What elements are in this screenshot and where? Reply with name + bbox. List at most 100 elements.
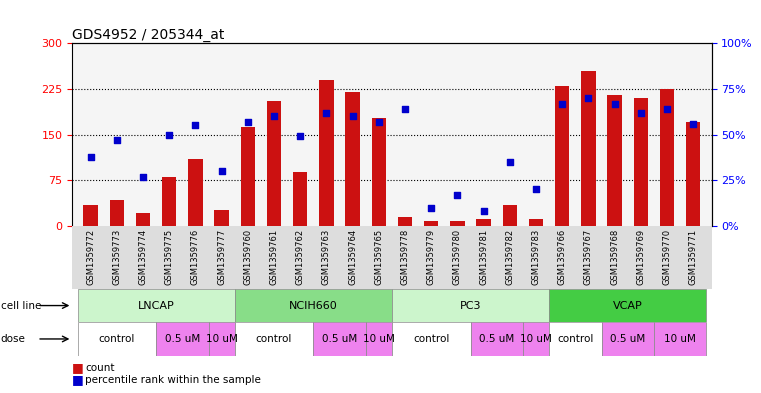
Bar	[209, 322, 234, 356]
Bar	[555, 86, 569, 226]
Point	[295, 133, 307, 140]
Text: GSM1359768: GSM1359768	[610, 229, 619, 285]
Text: cell line: cell line	[1, 301, 41, 310]
Text: ■: ■	[72, 373, 84, 386]
Point	[268, 113, 280, 119]
Bar	[371, 118, 386, 226]
Bar	[84, 205, 98, 226]
Text: GSM1359774: GSM1359774	[139, 229, 148, 285]
Bar	[392, 289, 549, 322]
Point	[687, 121, 699, 127]
Bar	[660, 89, 674, 226]
Bar	[686, 122, 700, 226]
Bar	[366, 322, 392, 356]
Bar	[654, 322, 706, 356]
Text: percentile rank within the sample: percentile rank within the sample	[85, 375, 261, 385]
Bar	[345, 92, 360, 226]
Bar	[549, 322, 601, 356]
Bar	[601, 322, 654, 356]
Text: 0.5 uM: 0.5 uM	[479, 334, 514, 344]
Point	[661, 106, 673, 112]
Text: control: control	[99, 334, 135, 344]
Bar	[234, 322, 314, 356]
Point	[111, 137, 123, 143]
Bar	[607, 95, 622, 226]
Bar	[451, 221, 465, 226]
Bar	[234, 289, 392, 322]
Point	[556, 100, 568, 107]
Text: GSM1359763: GSM1359763	[322, 229, 331, 285]
Bar	[240, 127, 255, 226]
Bar	[78, 289, 234, 322]
Bar	[267, 101, 282, 226]
Text: GSM1359772: GSM1359772	[86, 229, 95, 285]
Text: 0.5 uM: 0.5 uM	[164, 334, 200, 344]
Text: NCIH660: NCIH660	[289, 301, 338, 310]
Bar	[188, 159, 202, 226]
Bar	[215, 209, 229, 226]
Text: 10 uM: 10 uM	[664, 334, 696, 344]
Bar	[162, 177, 177, 226]
Text: GSM1359775: GSM1359775	[164, 229, 174, 285]
Bar	[319, 80, 333, 226]
Point	[530, 186, 542, 193]
Text: LNCAP: LNCAP	[138, 301, 174, 310]
Text: GDS4952 / 205344_at: GDS4952 / 205344_at	[72, 28, 224, 42]
Text: GSM1359762: GSM1359762	[296, 229, 304, 285]
Bar	[581, 71, 596, 226]
Bar	[523, 322, 549, 356]
Point	[477, 208, 489, 215]
Bar	[424, 221, 438, 226]
Text: GSM1359776: GSM1359776	[191, 229, 200, 285]
Point	[425, 204, 438, 211]
Point	[399, 106, 411, 112]
Bar	[156, 322, 209, 356]
Point	[373, 119, 385, 125]
Point	[609, 100, 621, 107]
Bar	[78, 322, 156, 356]
Bar	[470, 322, 523, 356]
Text: 0.5 uM: 0.5 uM	[322, 334, 357, 344]
Text: VCAP: VCAP	[613, 301, 642, 310]
Text: GSM1359779: GSM1359779	[427, 229, 436, 285]
Text: PC3: PC3	[460, 301, 481, 310]
Text: control: control	[413, 334, 450, 344]
Text: 0.5 uM: 0.5 uM	[610, 334, 645, 344]
Point	[320, 110, 333, 116]
Bar	[634, 98, 648, 226]
Text: ■: ■	[72, 362, 84, 375]
Text: GSM1359771: GSM1359771	[689, 229, 698, 285]
Point	[451, 192, 463, 198]
Text: 10 uM: 10 uM	[520, 334, 552, 344]
Text: GSM1359782: GSM1359782	[505, 229, 514, 285]
Point	[163, 131, 175, 138]
Text: 10 uM: 10 uM	[205, 334, 237, 344]
Text: GSM1359780: GSM1359780	[453, 229, 462, 285]
Bar	[502, 205, 517, 226]
Text: GSM1359769: GSM1359769	[636, 229, 645, 285]
Bar	[314, 322, 366, 356]
Point	[242, 119, 254, 125]
Point	[189, 122, 202, 129]
Bar	[110, 200, 124, 226]
Bar	[529, 219, 543, 226]
Point	[346, 113, 358, 119]
Point	[137, 173, 149, 180]
Text: GSM1359773: GSM1359773	[113, 229, 121, 285]
Bar	[135, 213, 150, 226]
Text: GSM1359765: GSM1359765	[374, 229, 384, 285]
Text: dose: dose	[1, 334, 26, 344]
Text: GSM1359778: GSM1359778	[400, 229, 409, 285]
Text: GSM1359760: GSM1359760	[244, 229, 253, 285]
Bar	[476, 219, 491, 226]
Bar	[398, 217, 412, 226]
Text: GSM1359764: GSM1359764	[348, 229, 357, 285]
Text: control: control	[557, 334, 594, 344]
Text: GSM1359766: GSM1359766	[558, 229, 567, 285]
Text: GSM1359770: GSM1359770	[663, 229, 671, 285]
Point	[582, 95, 594, 101]
Bar	[392, 322, 470, 356]
Text: GSM1359761: GSM1359761	[269, 229, 279, 285]
Text: 10 uM: 10 uM	[363, 334, 395, 344]
Text: GSM1359767: GSM1359767	[584, 229, 593, 285]
